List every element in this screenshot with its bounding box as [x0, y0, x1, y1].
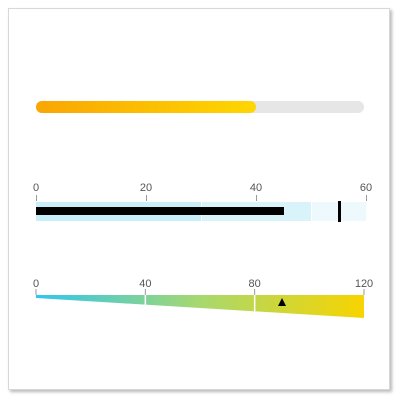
gauge-tick-label: 80: [248, 278, 261, 290]
gauge-tick-label: 120: [354, 278, 374, 290]
bullet-tick-mark: [366, 195, 367, 201]
gauge-tick-label: 40: [139, 278, 152, 290]
progress-fill: [36, 101, 256, 113]
bullet-tick-label: 20: [139, 182, 153, 194]
gauge-range-fill: [36, 295, 364, 318]
bullet-tick-label: 40: [249, 182, 263, 194]
bullet-tick-mark: [256, 195, 257, 201]
bullet-graph: 0 20 40 60: [32, 182, 373, 222]
bullet-tick-label: 60: [359, 182, 373, 194]
gauge-pointer-icon: [278, 298, 286, 306]
progress-bar: [36, 101, 364, 113]
bullet-value-bar: [36, 207, 284, 215]
bullet-tick-label: 0: [32, 182, 40, 194]
bullet-tick-mark: [36, 195, 37, 201]
bullet-tick-mark: [146, 195, 147, 201]
bullet-range-divider: [311, 202, 312, 221]
gauge-tick-label: 0: [32, 278, 40, 290]
bullet-target-marker: [337, 201, 341, 222]
widget-card: [8, 8, 390, 390]
